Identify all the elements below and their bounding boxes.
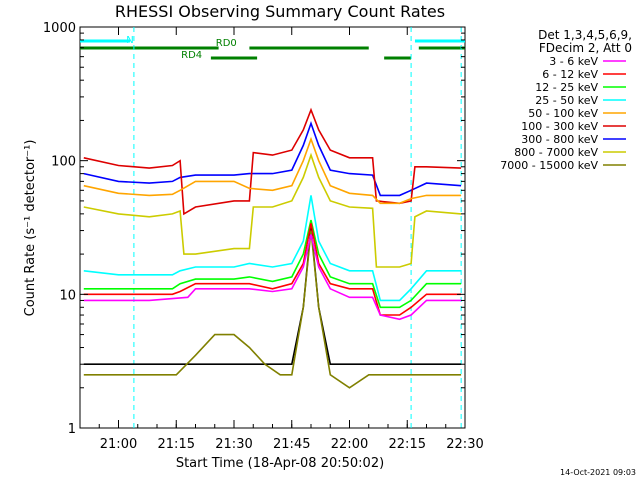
- series-line: [83, 120, 462, 197]
- y-tick-label: 1: [68, 422, 76, 437]
- status-bar-label: RD0: [216, 38, 237, 49]
- legend-entry-label: 6 - 12 keV: [542, 68, 598, 81]
- legend: Det 1,3,4,5,6,9, FDecim 2, Att 0 3 - 6 k…: [500, 28, 632, 172]
- legend-entry-label: 50 - 100 keV: [528, 107, 598, 120]
- footer-date: 14-Oct-2021 09:03: [560, 468, 636, 477]
- legend-entry-label: 800 - 7000 keV: [514, 146, 598, 159]
- series-line: [83, 234, 462, 321]
- legend-entry-label: 100 - 300 keV: [521, 120, 598, 133]
- legend-header-line-1: Det 1,3,4,5,6,9,: [538, 28, 632, 42]
- y-tick-label: 100: [51, 155, 76, 170]
- series-line: [83, 219, 462, 309]
- x-axis-label: Start Time (18-Apr-08 20:50:02): [176, 456, 384, 471]
- y-axis-label: Count Rate (s⁻¹ detector⁻¹): [23, 140, 38, 317]
- legend-entry-label: 25 - 50 keV: [535, 94, 598, 107]
- series-line: [83, 136, 462, 205]
- vertical-markers: [133, 27, 462, 428]
- x-tick-label: 22:00: [331, 437, 368, 452]
- status-bar-label: N: [126, 35, 133, 46]
- series-line: [83, 223, 462, 316]
- axes: 21:00 21:15 21:30 21:45 22:00 22:15 22:30 1 10 10…: [43, 21, 484, 452]
- series-line: [83, 107, 462, 216]
- x-tick-label: 21:00: [100, 437, 137, 452]
- series-line: [83, 230, 462, 389]
- legend-entry-label: 7000 - 15000 keV: [500, 159, 598, 172]
- status-bars: N RD0 RD4: [80, 35, 465, 61]
- series-lines: [83, 107, 462, 389]
- x-tick-label: 22:30: [446, 437, 483, 452]
- x-tick-label: 22:15: [389, 437, 426, 452]
- series-line: [83, 195, 462, 302]
- y-tick-label: 10: [59, 288, 76, 303]
- series-line: [83, 152, 462, 268]
- legend-entry-label: 12 - 25 keV: [535, 81, 598, 94]
- x-tick-label: 21:30: [215, 437, 252, 452]
- legend-header-line-2: FDecim 2, Att 0: [539, 41, 632, 55]
- x-tick-label: 21:45: [273, 437, 310, 452]
- legend-entry-label: 300 - 800 keV: [521, 133, 598, 146]
- status-bar-label: RD4: [181, 50, 202, 61]
- x-tick-label: 21:15: [158, 437, 195, 452]
- y-tick-label: 1000: [43, 21, 76, 36]
- chart-title: RHESSI Observing Summary Count Rates: [115, 2, 445, 21]
- plot-frame: [79, 26, 466, 429]
- legend-entry-label: 3 - 6 keV: [549, 55, 598, 68]
